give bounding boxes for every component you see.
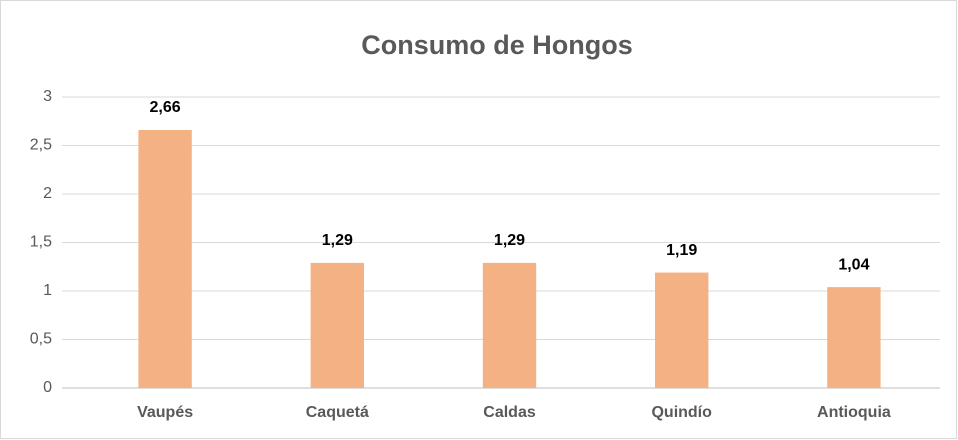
data-label: 1,04 [838,256,869,273]
y-tick-label: 2 [43,185,52,202]
y-tick-label: 3 [43,88,52,105]
data-label: 1,29 [494,232,525,249]
bar [827,287,881,388]
bar [138,129,192,389]
data-label: 2,66 [150,99,181,116]
bar [482,262,537,388]
y-tick-label: 1 [43,282,52,299]
x-tick-label: Caquetá [306,404,369,421]
bar [655,272,709,388]
bar [310,262,364,388]
data-label: 1,19 [666,242,697,259]
y-tick-label: 0,5 [30,331,52,348]
y-tick-label: 2,5 [30,137,52,154]
x-tick-label: Vaupés [137,404,193,421]
x-tick-label: Antioquia [817,404,891,421]
x-tick-label: Quindío [651,404,712,421]
data-label: 1,29 [322,232,353,249]
y-tick-label: 1,5 [30,234,52,251]
y-tick-label: 0 [43,379,52,396]
x-tick-label: Caldas [483,404,536,421]
chart-title: Consumo de Hongos [361,30,633,60]
